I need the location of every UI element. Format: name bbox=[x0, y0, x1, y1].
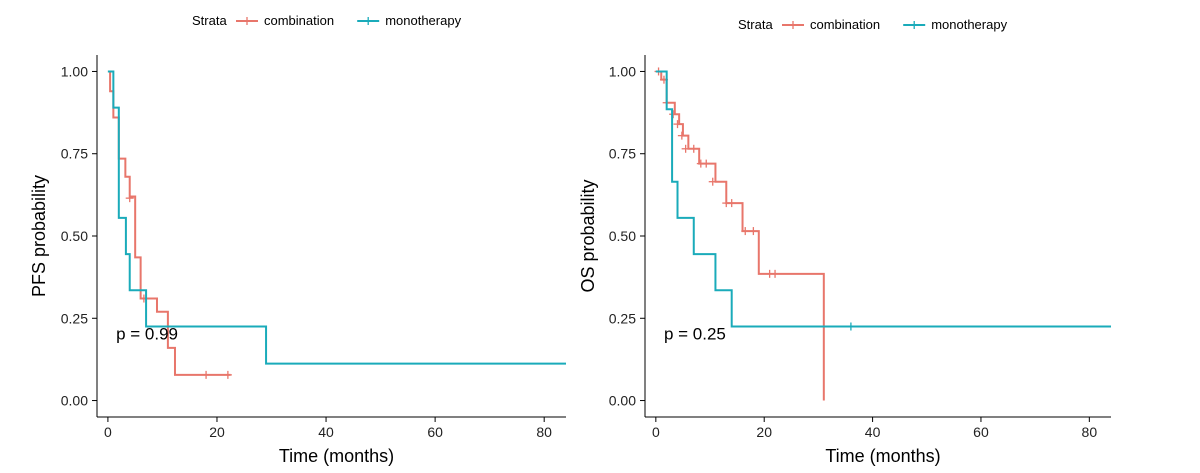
y-tick-label: 1.00 bbox=[609, 63, 636, 79]
legend-label: monotherapy bbox=[385, 13, 461, 28]
legend-item-combination: combination bbox=[236, 13, 334, 28]
censor-mark-combination bbox=[708, 177, 717, 186]
y-axis-title: PFS probability bbox=[29, 175, 49, 297]
legend-label: combination bbox=[810, 17, 880, 32]
y-tick-label: 0.50 bbox=[61, 228, 88, 244]
x-tick-label: 80 bbox=[1082, 424, 1098, 440]
p-value-label: p = 0.25 bbox=[664, 325, 726, 344]
censor-mark-combination bbox=[689, 144, 698, 153]
censor-mark-monotherapy bbox=[846, 322, 855, 331]
y-tick-label: 0.25 bbox=[609, 310, 636, 326]
x-tick-label: 60 bbox=[973, 424, 989, 440]
censor-mark-combination bbox=[741, 227, 750, 236]
censor-mark-combination bbox=[223, 370, 232, 379]
legend-item-monotherapy: monotherapy bbox=[903, 17, 1008, 32]
censor-mark-combination bbox=[677, 131, 686, 140]
x-tick-label: 60 bbox=[427, 424, 443, 440]
censor-mark-combination bbox=[673, 120, 682, 129]
legend-label: combination bbox=[264, 13, 334, 28]
x-tick-label: 20 bbox=[756, 424, 772, 440]
censor-mark-combination bbox=[749, 227, 758, 236]
legend-title: Strata bbox=[738, 17, 773, 32]
legend-label: monotherapy bbox=[931, 17, 1007, 32]
censor-mark-combination bbox=[202, 370, 211, 379]
legend: Strata combination monotherapy bbox=[738, 17, 1008, 32]
legend-title: Strata bbox=[192, 13, 227, 28]
series-line-combination bbox=[655, 70, 825, 401]
y-tick-label: 0.25 bbox=[61, 310, 88, 326]
x-axis-title: Time (months) bbox=[279, 446, 394, 466]
y-tick-label: 0.00 bbox=[61, 393, 88, 409]
censor-mark-combination bbox=[681, 144, 690, 153]
censor-mark-combination bbox=[727, 199, 736, 208]
censor-mark-combination bbox=[771, 269, 780, 278]
censor-mark-combination bbox=[125, 194, 134, 203]
y-tick-label: 0.75 bbox=[609, 146, 636, 162]
pfs-panel: 0 20 40 60 80 0.00 0.25 0.50 0.75 1.00 Time (month… bbox=[29, 13, 566, 466]
legend-item-combination: combination bbox=[782, 17, 880, 32]
series-line-monotherapy bbox=[655, 70, 1111, 328]
x-tick-label: 0 bbox=[652, 424, 660, 440]
legend: Strata combination monotherapy bbox=[192, 13, 462, 28]
x-tick-label: 0 bbox=[104, 424, 112, 440]
x-tick-label: 40 bbox=[865, 424, 881, 440]
censor-mark-combination bbox=[702, 159, 711, 168]
x-axis-title: Time (months) bbox=[825, 446, 940, 466]
legend-item-monotherapy: monotherapy bbox=[357, 13, 462, 28]
y-tick-label: 1.00 bbox=[61, 63, 88, 79]
p-value-label: p = 0.99 bbox=[116, 325, 178, 344]
x-tick-label: 40 bbox=[318, 424, 334, 440]
os-panel: 0 20 40 60 80 0.00 0.25 0.50 0.75 1.00 Time (month… bbox=[578, 17, 1111, 466]
y-tick-label: 0.50 bbox=[609, 228, 636, 244]
censor-mark-combination bbox=[669, 110, 678, 119]
y-tick-label: 0.75 bbox=[61, 146, 88, 162]
x-tick-label: 80 bbox=[536, 424, 552, 440]
y-tick-label: 0.00 bbox=[609, 393, 636, 409]
series-line-monotherapy bbox=[107, 70, 566, 365]
y-axis-title: OS probability bbox=[578, 179, 598, 292]
x-tick-label: 20 bbox=[209, 424, 225, 440]
